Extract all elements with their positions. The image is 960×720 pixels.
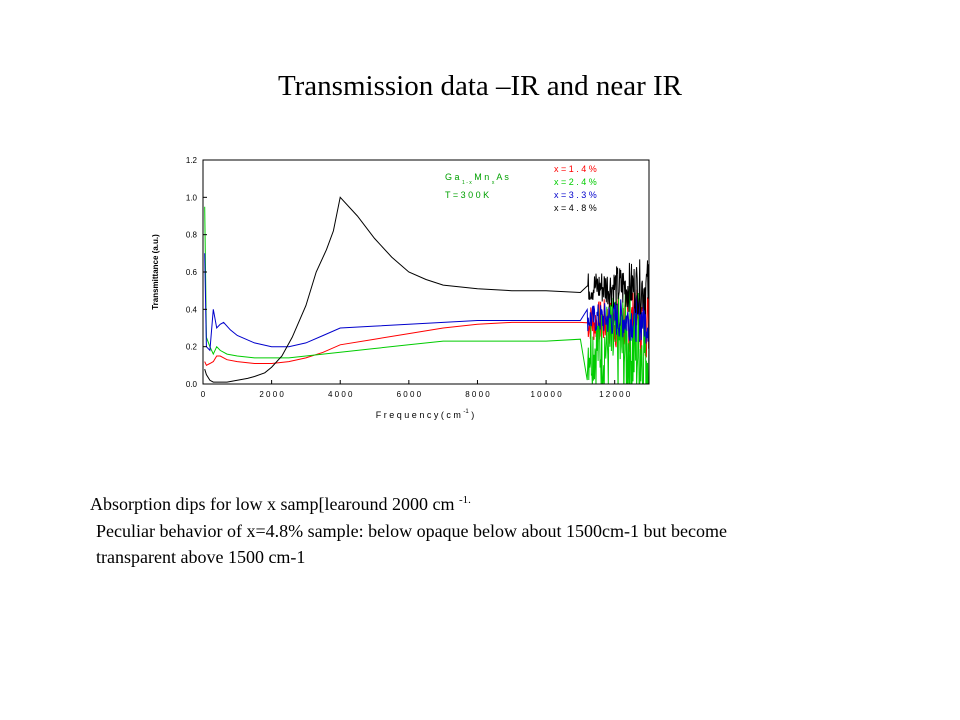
x-axis-label-sup: -1 <box>463 409 469 415</box>
compound-mn: M n <box>474 172 489 182</box>
caption-absorption-text: Absorption dips for low x samp[learound … <box>90 494 459 514</box>
compound-ga: G a <box>445 172 460 182</box>
x-tick-label: 4 0 0 0 <box>328 390 353 399</box>
compound-sub-x: x <box>492 180 495 186</box>
legend-entry-2: x = 2 . 4 % <box>554 177 597 187</box>
series-line-4 <box>204 196 649 383</box>
compound-as: A s <box>496 172 509 182</box>
x-tick-label: 2 0 0 0 <box>259 390 284 399</box>
caption-peculiar-line2: transparent above 1500 cm-1 <box>96 547 306 567</box>
x-tick-label: 1 2 0 0 0 <box>599 390 631 399</box>
x-axis-label: F r e q u e n c y ( c m -1 ) <box>376 405 474 420</box>
y-tick-label: 0.8 <box>186 231 198 240</box>
y-tick-label: 0.0 <box>186 380 198 389</box>
y-tick-label: 0.2 <box>186 343 198 352</box>
y-tick-label: 1.2 <box>186 156 198 165</box>
legend-entry-1: x = 1 . 4 % <box>554 164 597 174</box>
x-tick-label: 1 0 0 0 0 <box>531 390 563 399</box>
svg-text:G a 1 - x M n: G a 1 - x M n x A s <box>445 172 509 186</box>
y-tick-label: 1.0 <box>186 193 198 202</box>
x-axis-label-end: ) <box>471 410 474 420</box>
legend-entry-3: x = 3 . 3 % <box>554 190 597 200</box>
caption-absorption-sup: -1. <box>458 494 471 506</box>
compound-annotation: G a 1 - x M n x A s T = 3 0 0 K <box>445 172 509 200</box>
series-line-2 <box>204 206 649 384</box>
x-tick-label: 0 <box>201 390 206 399</box>
y-tick-label: 0.6 <box>186 268 198 277</box>
slide-title: Transmission data –IR and near IR <box>277 70 683 102</box>
temperature-label: T = 3 0 0 K <box>445 190 489 200</box>
legend: x = 1 . 4 % x = 2 . 4 % x = 3 . 3 % x = 4 .… <box>554 164 597 213</box>
transmission-chart: 0 2 0 0 0 4 0 0 0 6 0 0 0 8 0 0 0 1 0 0 0 0 1 … <box>151 156 650 420</box>
y-tick-label: 0.4 <box>186 305 198 314</box>
caption-peculiar-line1: Peculiar behavior of x=4.8% sample: belo… <box>96 521 727 541</box>
x-tick-label: 6 0 0 0 <box>397 390 422 399</box>
legend-entry-4: x = 4 . 8 % <box>554 203 597 213</box>
caption-absorption: Absorption dips for low x samp[learound … <box>90 488 471 516</box>
x-tick-label: 8 0 0 0 <box>465 390 490 399</box>
compound-sub-1-x: 1 - x <box>462 180 472 186</box>
x-axis-label-main: F r e q u e n c y ( c m <box>376 410 461 420</box>
y-axis-label: Transmittance (a.u.) <box>151 234 160 310</box>
series-line-3 <box>204 253 649 352</box>
